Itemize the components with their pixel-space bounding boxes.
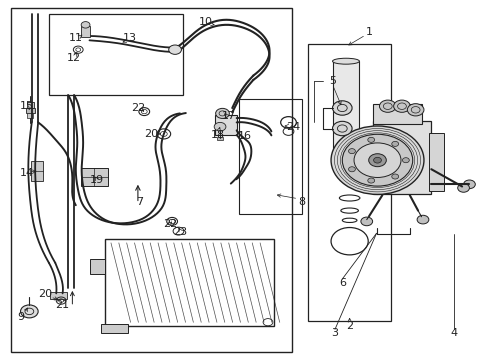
- Circle shape: [368, 154, 386, 167]
- Circle shape: [332, 101, 351, 115]
- Circle shape: [348, 149, 355, 154]
- Text: 1: 1: [365, 27, 372, 37]
- Bar: [372, 104, 421, 124]
- Bar: [101, 324, 128, 333]
- Bar: [238, 99, 302, 214]
- Circle shape: [360, 217, 372, 226]
- Text: 15: 15: [20, 101, 34, 111]
- Circle shape: [463, 180, 474, 189]
- Text: 21: 21: [56, 300, 69, 310]
- Text: 24: 24: [285, 122, 300, 132]
- Text: 16: 16: [237, 131, 251, 141]
- Text: 5: 5: [328, 76, 335, 86]
- Circle shape: [348, 167, 355, 172]
- Text: 10: 10: [198, 17, 212, 27]
- Circle shape: [391, 141, 398, 147]
- Text: 3: 3: [331, 328, 338, 338]
- Text: 23: 23: [173, 227, 186, 237]
- Ellipse shape: [332, 58, 359, 64]
- Bar: [215, 115, 236, 135]
- Ellipse shape: [332, 156, 359, 161]
- Bar: [11, 8, 291, 352]
- Circle shape: [332, 121, 351, 136]
- Circle shape: [353, 143, 400, 177]
- Bar: [27, 113, 33, 118]
- Text: 17: 17: [222, 111, 235, 121]
- Bar: [90, 259, 105, 274]
- Bar: [105, 239, 273, 326]
- Text: 9: 9: [17, 312, 24, 322]
- Text: 18: 18: [210, 130, 224, 140]
- Text: 2: 2: [346, 321, 352, 331]
- Circle shape: [367, 178, 374, 183]
- Text: 13: 13: [122, 33, 136, 43]
- Circle shape: [168, 45, 181, 54]
- Circle shape: [20, 305, 38, 318]
- Text: 12: 12: [67, 53, 81, 63]
- Bar: [27, 102, 34, 108]
- Bar: [372, 121, 430, 194]
- Bar: [31, 161, 42, 181]
- Circle shape: [342, 134, 412, 186]
- Circle shape: [81, 22, 90, 28]
- Circle shape: [402, 158, 408, 163]
- Bar: [217, 137, 223, 140]
- Text: 22: 22: [130, 103, 145, 113]
- Circle shape: [416, 215, 428, 224]
- Bar: [49, 14, 183, 95]
- Circle shape: [367, 137, 374, 142]
- Circle shape: [379, 100, 395, 112]
- Bar: [428, 133, 443, 191]
- Text: 14: 14: [20, 168, 34, 178]
- Text: 20: 20: [144, 129, 158, 139]
- Bar: [81, 168, 108, 186]
- Circle shape: [407, 104, 423, 116]
- Bar: [332, 61, 359, 158]
- Circle shape: [214, 122, 225, 131]
- Text: 20: 20: [39, 289, 52, 300]
- Bar: [81, 26, 90, 37]
- Text: 19: 19: [90, 175, 103, 185]
- Bar: [307, 44, 390, 321]
- Text: 4: 4: [449, 328, 456, 338]
- Circle shape: [373, 157, 381, 163]
- Text: 6: 6: [338, 278, 345, 288]
- Text: 11: 11: [69, 33, 82, 43]
- Circle shape: [330, 126, 423, 194]
- Bar: [50, 292, 67, 299]
- Text: 22: 22: [163, 219, 177, 229]
- Bar: [26, 108, 35, 113]
- Circle shape: [215, 108, 229, 118]
- Circle shape: [393, 100, 409, 112]
- Circle shape: [391, 174, 398, 179]
- Text: 7: 7: [136, 197, 142, 207]
- Text: 8: 8: [298, 197, 305, 207]
- Circle shape: [457, 184, 468, 192]
